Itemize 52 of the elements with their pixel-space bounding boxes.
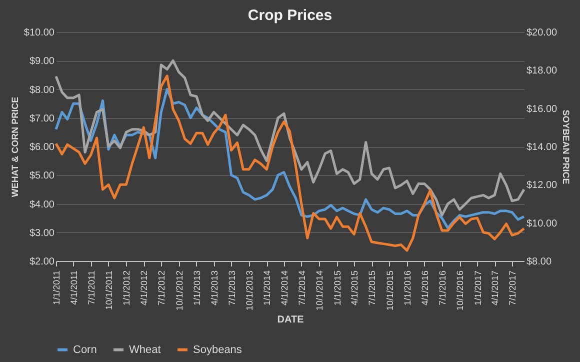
- legend-label: Corn: [73, 344, 97, 356]
- y2-tick-label: $14.00: [526, 142, 558, 153]
- y-tick-label: $10.00: [24, 28, 55, 38]
- x-tick-label: 4/1/2017: [490, 270, 500, 306]
- y-tick-label: $5.00: [29, 170, 55, 182]
- x-tick-label: 4/1/2015: [350, 270, 360, 306]
- x-tick-label: 10/1/2016: [455, 270, 466, 311]
- x-tick-label: 10/1/2013: [244, 270, 254, 311]
- y-axis-title: WEHAT & CORN PRICE: [10, 96, 20, 198]
- y-tick-label: $8.00: [29, 84, 55, 96]
- line-series: [54, 74, 526, 252]
- y2-axis-title: SOYBEAN PRICE: [561, 110, 572, 184]
- x-tick-label: 10/1/2014: [314, 270, 325, 311]
- y2-tick-label: $20.00: [526, 28, 558, 38]
- x-tick-label: 4/1/2011: [68, 270, 79, 305]
- x-tick-label: 1/1/2011: [52, 270, 62, 305]
- y2-tick-label: $12.00: [526, 180, 558, 192]
- x-tick-label: 1/1/2012: [122, 270, 132, 306]
- y2-tick-label: $10.00: [526, 218, 558, 230]
- x-tick-label: 4/1/2014: [279, 270, 290, 306]
- x-tick-label: 7/1/2014: [296, 270, 307, 306]
- x-tick-label: 7/1/2015: [367, 270, 378, 306]
- legend-label: Wheat: [129, 344, 161, 356]
- x-tick-label: 1/1/2016: [402, 270, 412, 306]
- x-tick-label: 7/1/2013: [226, 270, 237, 306]
- x-tick-label: 1/1/2014: [262, 270, 272, 306]
- x-tick-label: 10/1/2015: [384, 270, 395, 311]
- line-series: [54, 59, 526, 216]
- x-tick-label: 7/1/2017: [508, 270, 518, 306]
- y2-tick-label: $8.00: [526, 256, 552, 268]
- legend-label: Soybeans: [193, 344, 242, 356]
- x-tick-label: 10/1/2011: [104, 270, 114, 310]
- x-tick-label: 7/1/2012: [156, 270, 167, 306]
- x-tick-label: 4/1/2016: [420, 270, 430, 306]
- y2-tick-label: $18.00: [526, 66, 558, 77]
- x-tick-label: 10/1/2012: [174, 270, 184, 311]
- y-tick-label: $3.00: [29, 228, 55, 239]
- y-tick-label: $6.00: [29, 142, 55, 153]
- y-tick-label: $7.00: [29, 113, 55, 124]
- x-axis-title: DATE: [277, 314, 304, 326]
- x-tick-label: 4/1/2012: [139, 270, 150, 306]
- x-tick-label: 1/1/2017: [472, 270, 483, 306]
- y-tick-label: $4.00: [29, 199, 55, 210]
- y-tick-label: $2.00: [29, 256, 55, 268]
- x-tick-label: 7/1/2016: [437, 270, 448, 306]
- x-tick-label: 7/1/2011: [86, 270, 96, 305]
- y2-tick-label: $16.00: [526, 104, 558, 115]
- x-tick-label: 4/1/2013: [209, 270, 220, 306]
- x-tick-label: 1/1/2013: [192, 270, 202, 306]
- y-tick-label: $9.00: [29, 56, 55, 68]
- x-tick-label: 1/1/2015: [332, 270, 342, 306]
- chart-title: Crop Prices: [248, 7, 332, 24]
